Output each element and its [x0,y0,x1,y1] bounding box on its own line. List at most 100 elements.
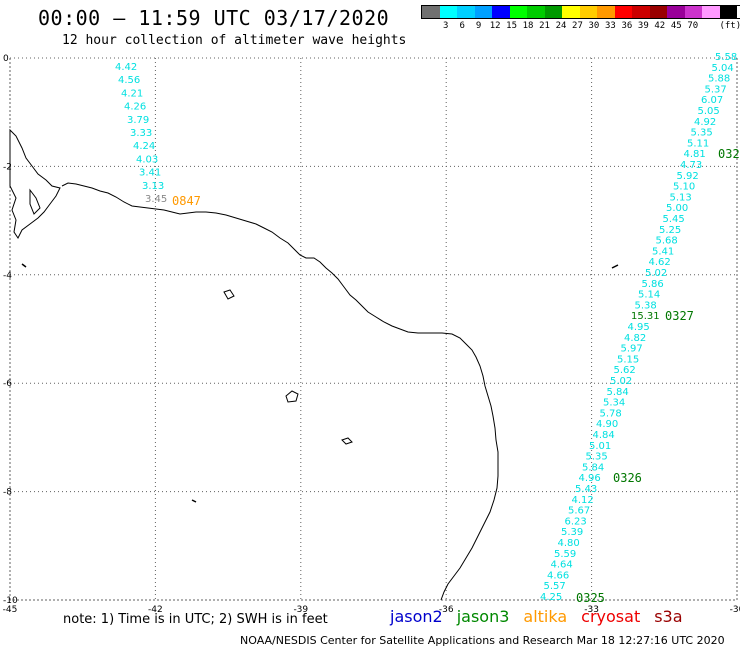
wave-height-label: 4.90 [596,419,618,430]
map-frame [9,57,738,601]
longitude-tick-label: -45 [3,605,18,615]
color-scale-labels: 3 6 9 12 15 18 21 24 27 30 33 36 39 42 45 70 (ft) [421,21,740,31]
longitude-tick-label: -39 [293,605,308,615]
color-swatch [579,6,597,18]
island-outline [223,289,235,300]
satellite-legend-item: altika [523,607,568,626]
satellite-legend-item: s3a [654,607,683,626]
pass-time-label: 0326 [613,471,642,485]
wave-height-label: 4.26 [124,102,146,113]
page-subtitle: 12 hour collection of altimeter wave hei… [62,33,407,48]
pass-time-label: 0847 [172,194,201,208]
wave-height-label: 5.84 [607,387,629,398]
color-scale-label: 45 [670,21,682,31]
wave-height-label: 5.62 [614,365,636,376]
wave-height-label: 5.02 [645,268,667,279]
wave-height-label: 4.62 [649,257,671,268]
longitude-tick-label: -36 [439,605,454,615]
wave-height-label: 5.35 [691,128,713,139]
wave-height-label: 4.92 [694,117,716,128]
color-scale-label: 36 [621,21,633,31]
wave-height-label: 4.80 [558,538,580,549]
wave-height-label: 5.02 [610,376,632,387]
color-swatch [492,6,510,18]
wave-height-label: 4.66 [547,570,569,581]
wave-height-label: 5.37 [705,84,727,95]
color-scale-label: 15 [506,21,517,31]
island-outline [341,437,353,445]
wave-height-label: 5.39 [561,527,583,538]
satellite-legend-item: cryosat [581,607,641,626]
color-scale-label: 6 [459,21,465,31]
color-scale-label: 33 [604,21,616,31]
wave-height-label: 5.34 [603,398,625,409]
island-outline [191,499,197,503]
wave-height-label: 5.67 [568,506,590,517]
page-title: 00:00 – 11:59 UTC 03/17/2020 [38,6,390,30]
unit-label: (ft) [719,21,740,31]
satellite-legend: jason2 jason3 altika cryosat s3a [390,607,683,626]
latitude-tick-label: -8 [3,488,12,498]
wave-height-label: 4.64 [551,560,573,571]
island-outline [285,390,299,403]
wave-height-label: 3.33 [130,128,152,139]
latitude-tick-label: -4 [3,271,12,281]
wave-height-label: 5.13 [670,192,692,203]
wave-height-label: 5.00 [666,203,688,214]
color-swatch [527,6,545,18]
wave-height-label: 5.01 [589,441,611,452]
coastline-mainland [61,182,499,601]
color-swatch [509,6,527,18]
credit-line: NOAA/NESDIS Center for Satellite Applica… [240,634,725,647]
wave-height-label: 5.11 [687,138,709,149]
wave-height-label: 5.25 [659,225,681,236]
color-scale-label: 18 [522,21,534,31]
wave-height-label: 5.97 [621,344,643,355]
color-swatch [439,6,457,18]
color-swatch [457,6,475,18]
axis-tick-labels: -45 -42 -39 -36 -33 -30 0 -2 -4 -6 -8 -10 [3,54,740,615]
color-swatch [474,6,492,18]
color-swatch [702,6,720,18]
wave-height-label: 5.59 [554,549,576,560]
color-scale-label: 24 [555,21,567,31]
color-scale-label: 3 [442,21,449,31]
wave-height-label: 5.58 [715,52,737,63]
footnote: note: 1) Time is in UTC; 2) SWH is in fe… [63,612,328,627]
wave-height-label: 4.56 [118,75,140,86]
color-scale-label: 12 [489,21,501,31]
island-outline [611,264,619,269]
color-swatch [649,6,667,18]
color-scale-label: 30 [588,21,600,31]
wave-height-label: 5.10 [673,182,695,193]
island-outline [21,263,27,268]
grid-lines [9,57,738,601]
longitude-tick-label: -30 [730,605,740,615]
wave-height-label: 5.68 [656,236,678,247]
wave-height-label: 5.84 [582,462,604,473]
color-swatch [544,6,562,18]
latitude-tick-label: -2 [3,162,12,172]
satellite-legend-item: jason2 [390,607,443,626]
color-scale-label: 9 [475,21,482,31]
wave-height-label: 6.23 [565,516,587,527]
wave-height-label: 4.73 [680,160,702,171]
wave-height-label: 5.78 [600,408,622,419]
color-scale-label: 39 [637,21,649,31]
satellite-tracks: 4.42 4.56 4.21 4.26 3.79 3.33 4.24 4.03 3.41 3.13… [115,52,740,605]
wave-height-label: 5.43 [575,484,597,495]
wave-height-label: 5.38 [635,300,657,311]
wave-height-label: 4.81 [684,149,706,160]
latitude-tick-label: -6 [3,379,12,389]
wave-height-label: 5.41 [652,246,674,257]
coastline-delta [9,128,61,239]
wave-height-label: 4.82 [624,333,646,344]
wave-height-label: 4.25 [540,592,562,603]
color-swatch [562,6,580,18]
wave-height-label: 5.45 [663,214,685,225]
wave-height-label: 3.45 [145,194,167,205]
coastline [9,128,619,601]
wave-height-label: 3.13 [142,181,164,192]
wave-height-label: 5.88 [708,74,730,85]
